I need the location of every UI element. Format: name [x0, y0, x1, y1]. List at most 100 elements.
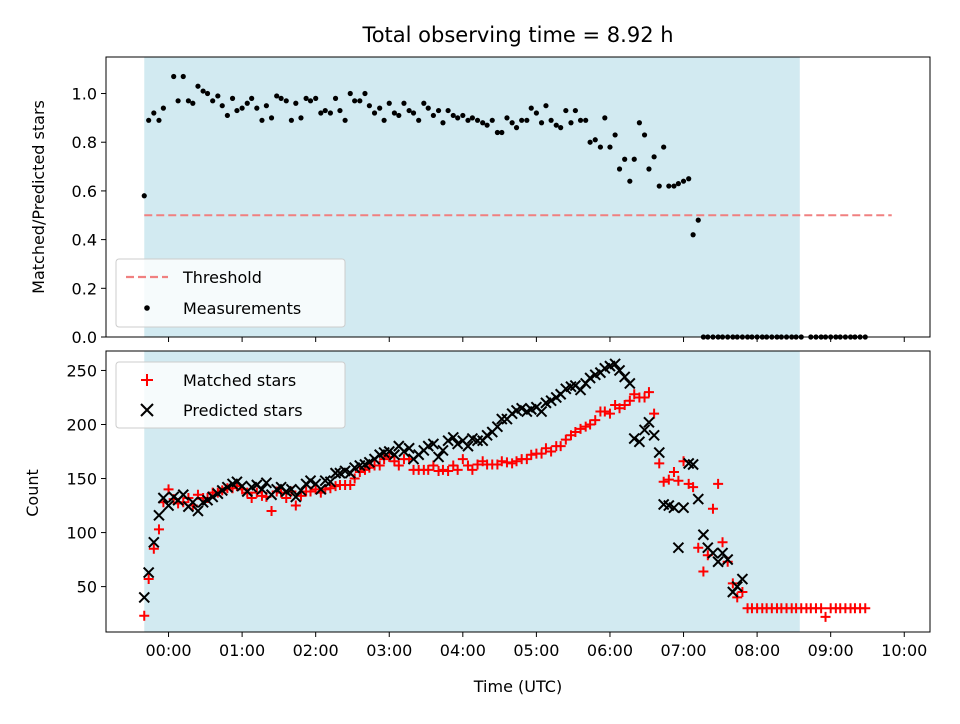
data-point	[553, 122, 559, 128]
data-point	[162, 499, 175, 512]
data-point	[509, 120, 515, 126]
data-point	[649, 408, 660, 419]
count-x-tick-label: 04:00	[440, 641, 486, 660]
count-x-tick-label: 07:00	[660, 641, 706, 660]
data-point	[467, 464, 478, 475]
count-legend-predicted-swatch	[140, 403, 154, 417]
data-point	[141, 193, 147, 199]
ratio-y-tick-label: 0.6	[72, 182, 97, 201]
data-point	[303, 95, 309, 101]
data-point	[313, 95, 319, 101]
data-point	[820, 611, 831, 622]
count-x-tick-label: 09:00	[808, 641, 854, 660]
data-point	[474, 117, 481, 123]
data-point	[190, 100, 196, 106]
data-point	[471, 434, 484, 447]
ratio-y-tick-label: 0.8	[72, 133, 97, 152]
data-point	[555, 441, 566, 452]
data-point	[584, 372, 596, 384]
data-point	[465, 117, 471, 123]
data-point	[672, 541, 685, 554]
data-point	[251, 487, 262, 498]
data-point	[457, 454, 468, 465]
data-point	[427, 438, 440, 450]
ratio-y-tick-label: 1.0	[72, 85, 97, 104]
data-point	[151, 110, 157, 116]
data-point	[274, 93, 280, 99]
data-point	[283, 98, 289, 104]
data-point	[717, 537, 728, 548]
data-point	[442, 434, 454, 447]
data-point	[686, 176, 692, 182]
data-point	[219, 103, 225, 109]
data-point	[398, 445, 410, 458]
ratio-panel: 0.0 0.2 0.4 0.6 0.8 1.0 Matched/Predicted sta…	[29, 56, 931, 347]
data-point	[643, 416, 655, 429]
count-series-predicted-stars	[138, 358, 749, 604]
data-point	[403, 442, 415, 454]
data-point	[472, 459, 483, 470]
data-point	[668, 467, 679, 478]
data-point	[526, 449, 537, 460]
data-point	[619, 400, 630, 411]
data-point	[499, 129, 505, 136]
ratio-legend-measurements-swatch	[144, 305, 150, 311]
data-point	[469, 115, 475, 121]
count-y-tick-label: 150	[66, 470, 97, 489]
data-point	[612, 132, 618, 138]
data-point	[707, 503, 718, 514]
data-point	[139, 610, 150, 621]
data-point	[575, 423, 586, 434]
data-point	[528, 105, 534, 111]
data-point	[221, 481, 234, 493]
data-point	[192, 505, 204, 517]
data-point	[602, 115, 608, 121]
ratio-legend-measurements-label: Measurements	[183, 299, 301, 318]
data-point	[256, 490, 267, 501]
data-point	[484, 122, 490, 128]
data-point	[148, 543, 159, 554]
data-point	[577, 117, 584, 123]
data-point	[656, 183, 662, 189]
data-point	[671, 183, 677, 189]
data-point	[206, 491, 219, 503]
data-point	[616, 166, 623, 172]
data-point	[489, 117, 495, 123]
data-point	[443, 465, 454, 476]
data-point	[342, 117, 348, 123]
data-point	[322, 107, 328, 114]
data-point	[410, 110, 417, 116]
data-point	[445, 107, 451, 114]
count-axes-frame	[105, 350, 931, 633]
data-point	[675, 181, 681, 187]
data-point	[496, 413, 508, 425]
data-point	[658, 476, 669, 487]
data-point	[142, 566, 155, 579]
count-panel: 50 100 150 200 250 00:00 01:00 02:00 03:00 04:00 0…	[23, 350, 931, 696]
data-point	[599, 406, 610, 417]
data-point	[195, 83, 201, 89]
data-point	[558, 125, 564, 131]
data-point	[260, 477, 273, 489]
data-point	[383, 445, 395, 458]
data-point	[440, 120, 446, 126]
data-point	[736, 573, 749, 585]
data-point	[416, 117, 422, 123]
data-point	[712, 556, 724, 568]
data-point	[654, 458, 665, 469]
data-point	[641, 132, 648, 138]
ratio-y-tick-label: 0.4	[72, 231, 97, 250]
data-point	[563, 107, 569, 114]
count-x-tick-label: 03:00	[366, 641, 412, 660]
data-point	[504, 115, 510, 121]
data-point	[614, 403, 625, 414]
data-point	[560, 434, 571, 445]
data-point	[651, 154, 657, 160]
count-y-tick-label: 100	[66, 524, 97, 543]
data-point	[401, 100, 407, 106]
count-y-axis-label: Count	[23, 469, 42, 517]
data-point	[352, 98, 358, 104]
count-legend-predicted-label: Predicted stars	[183, 401, 303, 420]
data-point	[437, 444, 449, 457]
